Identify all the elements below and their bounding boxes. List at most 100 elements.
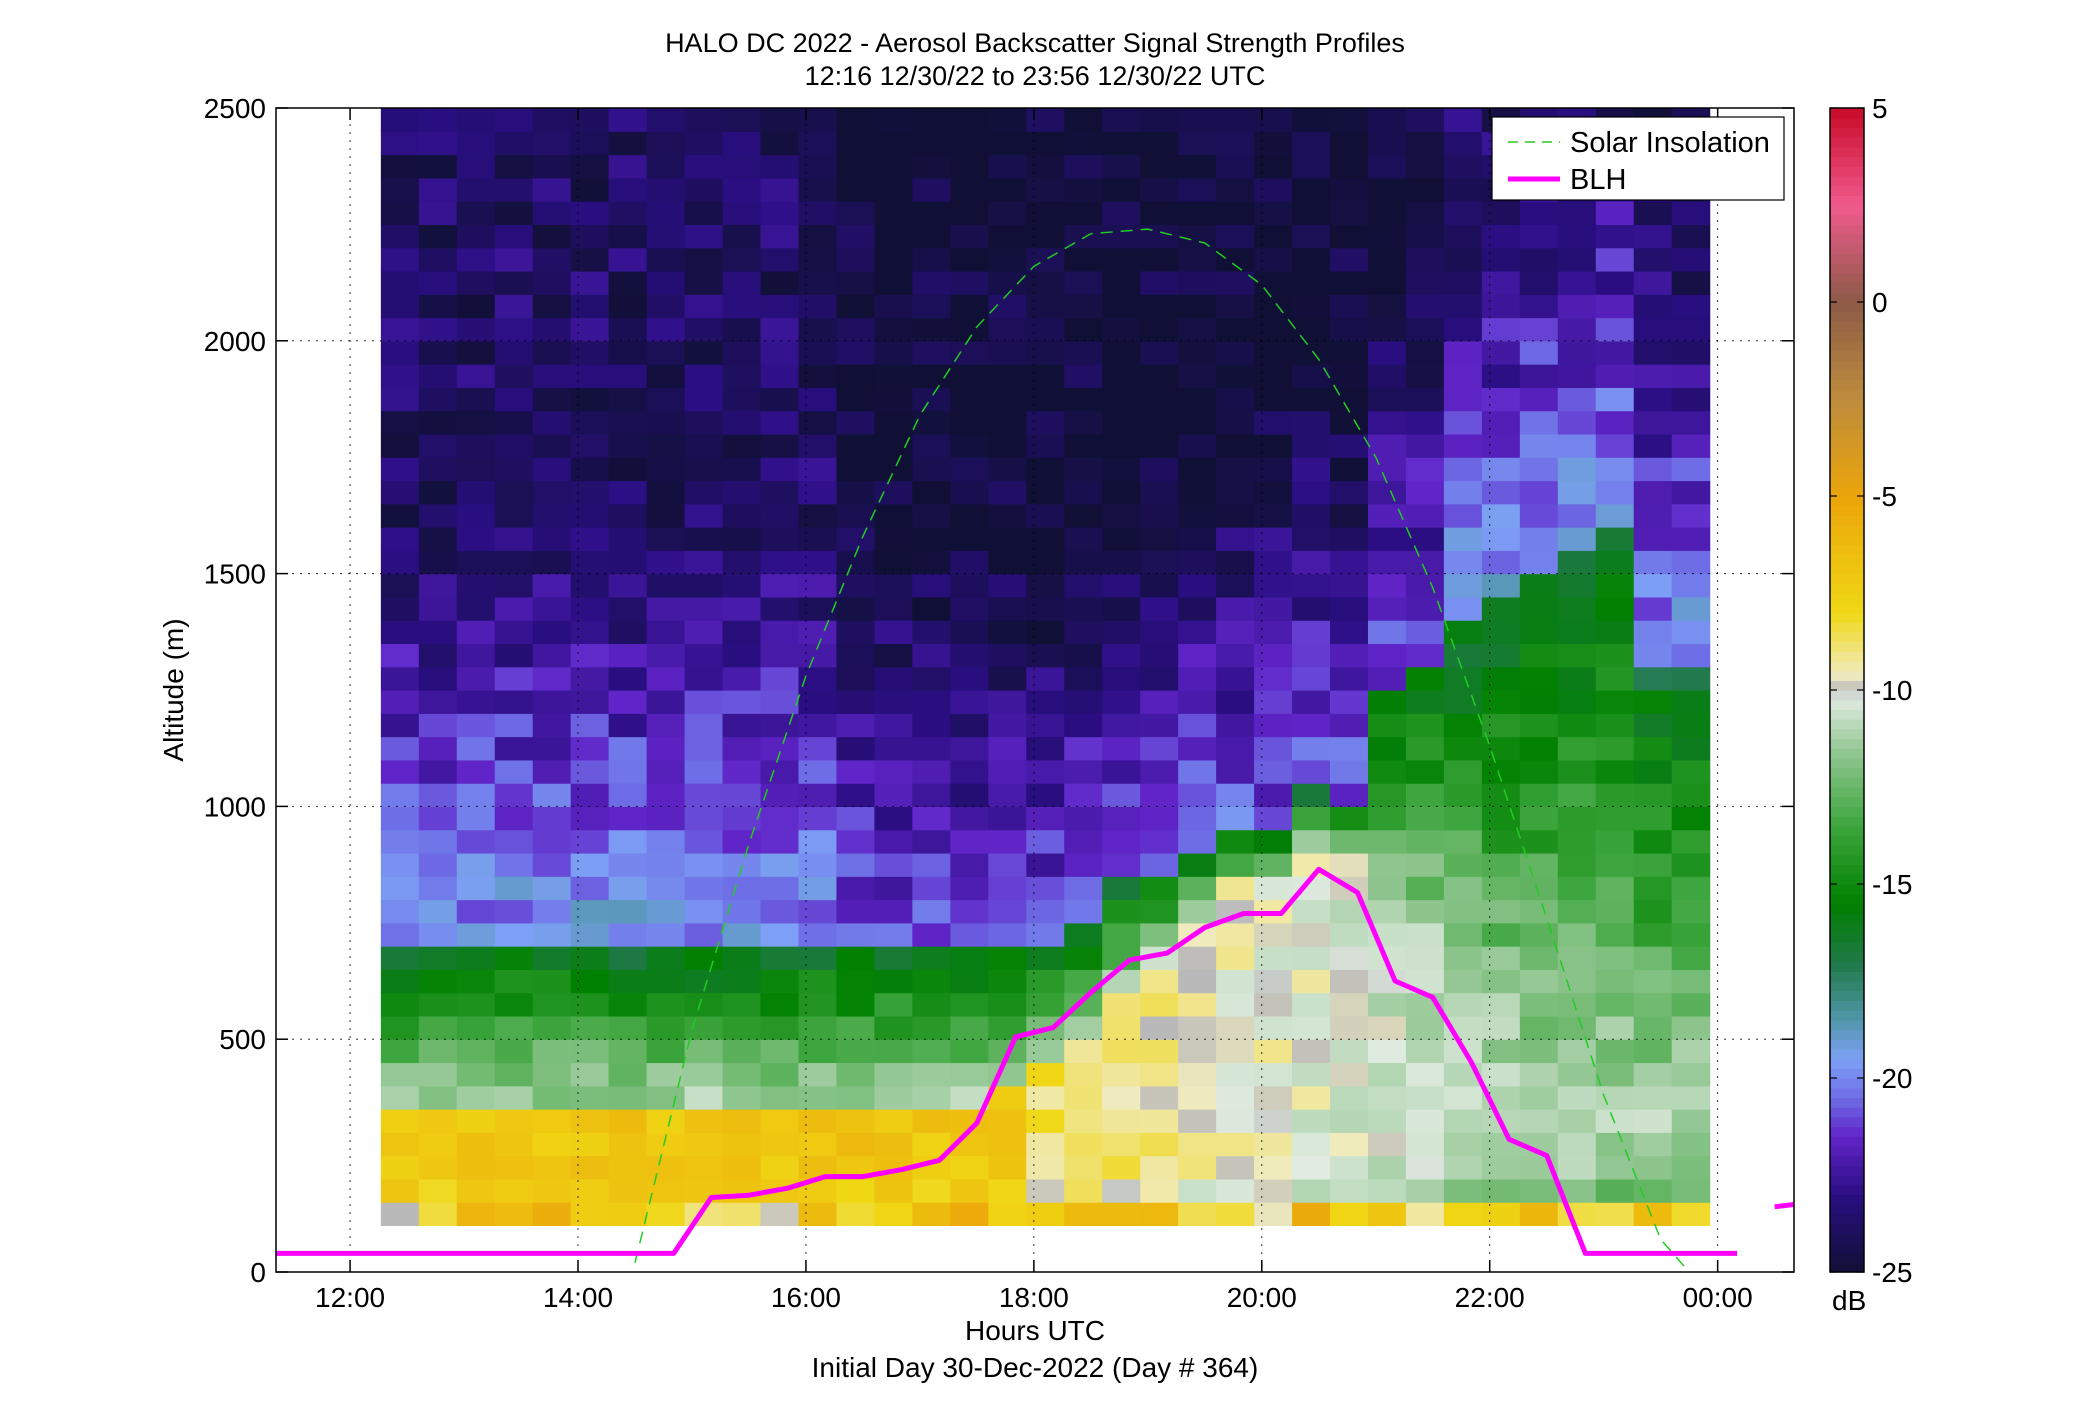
heatmap-cell — [1026, 317, 1065, 342]
heatmap-cell — [1330, 829, 1369, 854]
heatmap-cell — [570, 946, 610, 970]
heatmap-cell — [646, 457, 686, 482]
heatmap-cell — [836, 806, 876, 831]
heatmap-cell — [912, 1178, 951, 1203]
heatmap-cell — [760, 154, 800, 179]
heatmap-cell — [494, 1178, 534, 1203]
heatmap-cell — [1633, 247, 1673, 272]
heatmap-cell — [1102, 736, 1141, 761]
heatmap-cell — [646, 154, 686, 179]
heatmap-cell — [570, 899, 610, 924]
heatmap-cell — [760, 1015, 800, 1040]
heatmap-cell — [1557, 876, 1597, 901]
heatmap-cell — [570, 759, 610, 784]
heatmap-cell — [1178, 108, 1217, 132]
heatmap-cell — [1140, 387, 1179, 412]
heatmap-cell — [532, 433, 572, 458]
heatmap-cell — [1254, 852, 1293, 877]
heatmap-cell — [1367, 247, 1407, 272]
heatmap-cell — [1330, 550, 1369, 575]
heatmap-cell — [1557, 1039, 1597, 1064]
heatmap-cell — [494, 270, 534, 295]
heatmap-cell — [608, 713, 648, 738]
heatmap-cell — [646, 270, 686, 295]
heatmap-cell — [1178, 713, 1217, 738]
heatmap-cell — [456, 876, 496, 901]
heatmap-cell — [1330, 1178, 1369, 1203]
heatmap-cell — [456, 550, 496, 575]
heatmap-cell — [532, 201, 572, 225]
heatmap-cell — [1481, 969, 1521, 994]
heatmap-cell — [646, 736, 686, 761]
heatmap-cell — [950, 713, 989, 738]
heatmap-cell — [760, 899, 800, 924]
x-tick-label: 20:00 — [1227, 1282, 1297, 1313]
colorbar-segment — [1830, 1184, 1864, 1195]
heatmap-cell — [418, 550, 458, 575]
heatmap-cell — [608, 527, 648, 551]
heatmap-cell — [532, 270, 572, 295]
heatmap-cell — [912, 410, 951, 435]
legend-label-solar: Solar Insolation — [1570, 127, 1770, 159]
heatmap-cell — [494, 969, 534, 994]
heatmap-cell — [1330, 1109, 1369, 1133]
heatmap-cell — [1519, 946, 1559, 970]
heatmap-cell — [1102, 1155, 1141, 1180]
heatmap-cell — [722, 1039, 762, 1064]
heatmap-cell — [1064, 131, 1103, 156]
heatmap-cell — [570, 433, 610, 458]
heatmap-cell — [1178, 1132, 1217, 1157]
heatmap-cell — [1557, 573, 1597, 598]
heatmap-cell — [1178, 620, 1217, 645]
heatmap-cell — [722, 154, 762, 179]
heatmap-cell — [1292, 410, 1331, 435]
heatmap-cell — [1292, 992, 1331, 1017]
heatmap-cell — [1367, 201, 1407, 225]
heatmap-cell — [1557, 852, 1597, 877]
heatmap-cell — [570, 177, 610, 202]
heatmap-cell — [1519, 480, 1559, 505]
heatmap-cell — [1102, 922, 1141, 947]
heatmap-cell — [1481, 1062, 1521, 1087]
heatmap-cell — [1026, 899, 1065, 924]
heatmap-cell — [988, 340, 1027, 365]
heatmap-cell — [722, 573, 762, 598]
heatmap-cell — [836, 503, 876, 528]
colorbar-segment — [1830, 961, 1864, 972]
heatmap-cell — [494, 759, 534, 784]
heatmap-cell — [1216, 317, 1255, 342]
heatmap-cell — [1178, 852, 1217, 877]
heatmap-cell — [836, 270, 876, 295]
heatmap-cell — [1064, 177, 1103, 202]
heatmap-cell — [1216, 946, 1255, 970]
heatmap-cell — [1178, 969, 1217, 994]
heatmap-cell — [1367, 317, 1407, 342]
heatmap-cell — [456, 573, 496, 598]
heatmap-cell — [874, 317, 913, 342]
heatmap-cell — [494, 829, 534, 854]
heatmap-cell — [1330, 340, 1369, 365]
heatmap-cell — [1254, 457, 1293, 482]
heatmap-cell — [912, 364, 951, 388]
heatmap-cell — [1140, 573, 1179, 598]
heatmap-cell — [1292, 270, 1331, 295]
heatmap-cell — [1595, 876, 1635, 901]
heatmap-cell — [570, 270, 610, 295]
heatmap-cell — [1595, 364, 1635, 388]
heatmap-cell — [1367, 1062, 1407, 1087]
heatmap-cell — [1633, 550, 1673, 575]
heatmap-cell — [1330, 270, 1369, 295]
heatmap-cell — [1519, 992, 1559, 1017]
heatmap-cell — [760, 922, 800, 947]
heatmap-cell — [570, 620, 610, 645]
heatmap-cell — [1481, 480, 1521, 505]
heatmap-cell — [380, 387, 420, 412]
heatmap-cell — [1633, 1062, 1673, 1087]
heatmap-cell — [1102, 294, 1141, 319]
heatmap-cell — [380, 364, 420, 388]
heatmap-cell — [646, 852, 686, 877]
heatmap-cell — [570, 317, 610, 342]
heatmap-cell — [722, 177, 762, 202]
heatmap-cell — [608, 317, 648, 342]
heatmap-cell — [1140, 852, 1179, 877]
